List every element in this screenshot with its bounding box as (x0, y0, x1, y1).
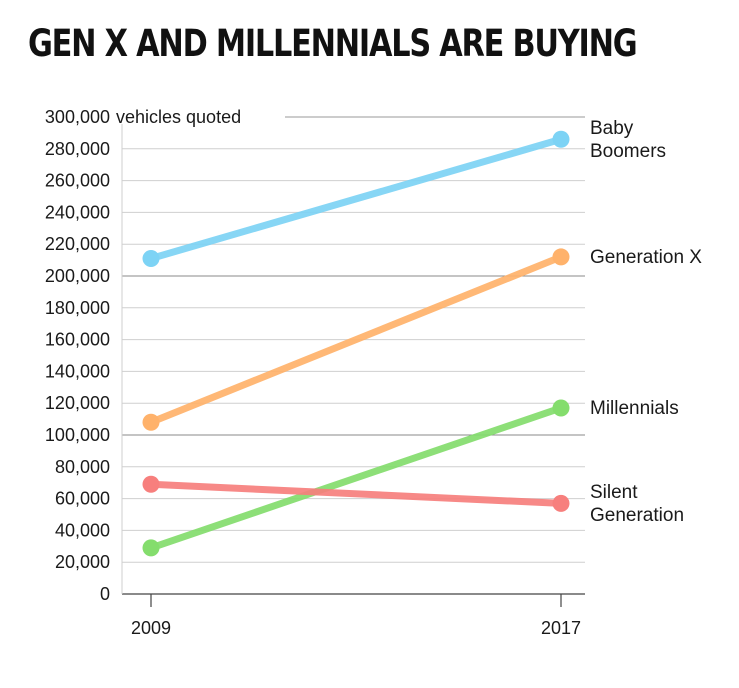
series-line (147, 404, 565, 552)
y-tick-label: 40,000 (55, 520, 110, 540)
x-tick-label: 2017 (541, 618, 581, 638)
y-tick-label: 80,000 (55, 457, 110, 477)
series-point (142, 475, 160, 493)
y-tick-label: 100,000 (45, 425, 110, 445)
y-tick-label: 60,000 (55, 489, 110, 509)
series-point (552, 130, 570, 148)
series-label: Boomers (590, 141, 666, 162)
y-tick-label: 20,000 (55, 552, 110, 572)
series-point (142, 250, 160, 268)
y-tick-label: 200,000 (45, 266, 110, 286)
series-label: Millennials (590, 398, 679, 419)
chart-title: GEN X AND MILLENNIALS ARE BUYING (28, 22, 638, 65)
series-point (142, 539, 160, 557)
series-point (552, 399, 570, 417)
y-tick-label: 0 (100, 584, 110, 604)
series-label: Generation X (590, 247, 702, 268)
series-point (142, 413, 160, 431)
series-label: Silent (590, 482, 638, 503)
series-line (147, 135, 565, 263)
y-tick-label: 120,000 (45, 393, 110, 413)
y-tick-label: 160,000 (45, 330, 110, 350)
y-tick-label: 280,000 (45, 139, 110, 159)
series-label: Generation (590, 505, 684, 526)
x-tick-label: 2009 (131, 618, 171, 638)
series-point (552, 248, 570, 266)
y-tick-label: 180,000 (45, 298, 110, 318)
series-point (552, 494, 570, 512)
y-tick-label: 260,000 (45, 171, 110, 191)
y-axis-unit-label: vehicles quoted (116, 107, 241, 127)
y-tick-label: 240,000 (45, 202, 110, 222)
y-tick-label: 220,000 (45, 234, 110, 254)
y-tick-label: 140,000 (45, 361, 110, 381)
series-line (147, 480, 565, 507)
series-label: Baby (590, 118, 634, 139)
y-tick-label: 300,000 (45, 107, 110, 127)
series-line (147, 253, 565, 426)
